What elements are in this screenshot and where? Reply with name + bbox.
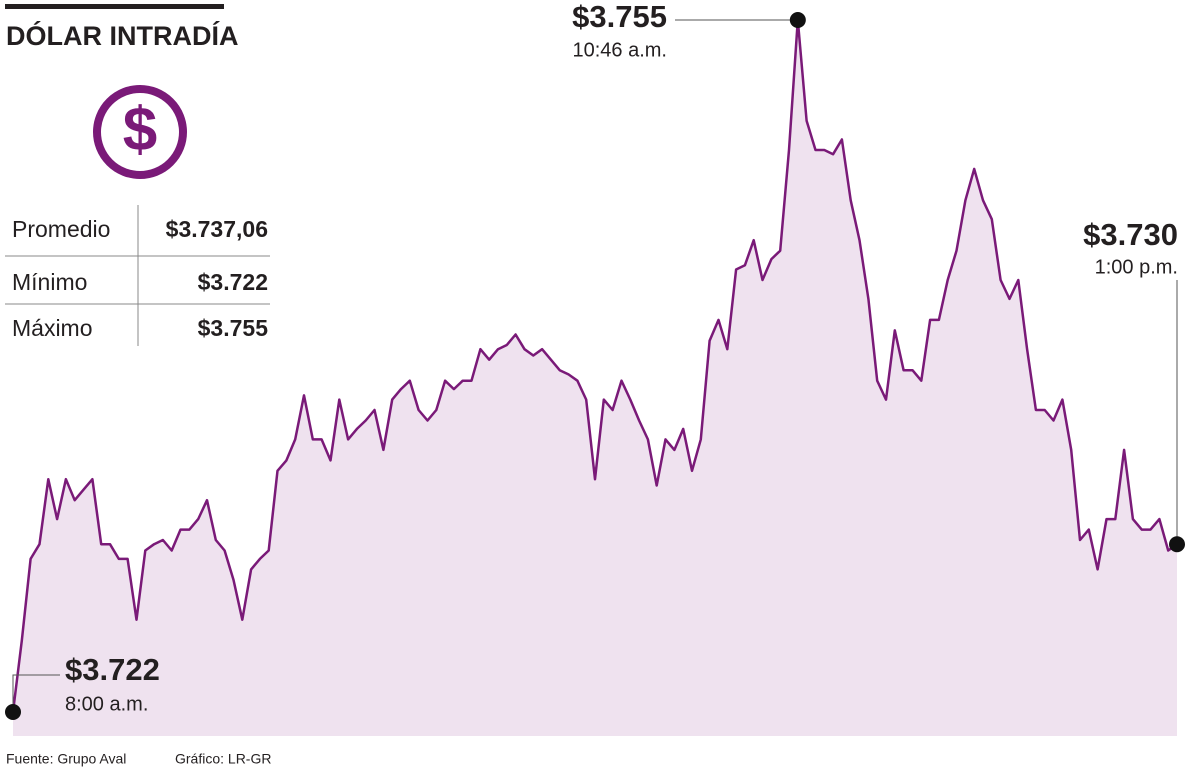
stat-value: $3.722: [198, 269, 268, 295]
chart-title: DÓLAR INTRADÍA: [6, 20, 238, 51]
annotation-value: $3.722: [65, 652, 160, 687]
stat-value: $3.737,06: [166, 216, 268, 242]
title-rule: [5, 4, 224, 9]
annotation-time: 10:46 a.m.: [572, 39, 667, 61]
area: [13, 20, 1177, 736]
stat-label: Promedio: [12, 216, 110, 242]
dollar-icon: $: [93, 85, 187, 179]
stat-label: Mínimo: [12, 269, 87, 295]
leader: [12, 674, 60, 712]
plot-area: [11, 18, 1178, 736]
annotation-value: $3.730: [1083, 217, 1178, 252]
svg-text:$: $: [123, 95, 157, 164]
annotation-time: 1:00 p.m.: [1095, 256, 1178, 278]
credit: Gráfico: LR-GR: [175, 751, 271, 767]
annotation-dot: [1169, 536, 1185, 553]
annotation-dot: [789, 12, 806, 28]
stat-label: Máximo: [12, 315, 93, 341]
annotation-value: $3.755: [572, 0, 667, 34]
stat-value: $3.755: [198, 315, 269, 341]
annotation-time: 8:00 a.m.: [65, 693, 148, 715]
annotation-dot: [5, 704, 21, 720]
line: [11, 18, 1178, 713]
source: Fuente: Grupo Aval: [6, 751, 126, 767]
stats-table: Promedio $3.737,06 Mínimo $3.722 Máximo …: [5, 205, 270, 346]
